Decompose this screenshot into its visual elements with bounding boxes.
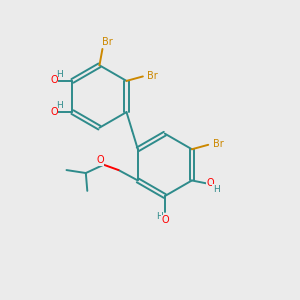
Text: H: H	[213, 185, 220, 194]
Text: H: H	[156, 212, 163, 221]
Text: O: O	[206, 178, 214, 188]
Text: O: O	[96, 155, 104, 165]
Text: O: O	[161, 215, 169, 225]
Text: Br: Br	[147, 70, 158, 80]
Text: Br: Br	[102, 37, 113, 47]
Text: H: H	[56, 101, 62, 110]
Text: Br: Br	[213, 139, 224, 149]
Text: O: O	[50, 106, 58, 116]
Text: O: O	[50, 75, 58, 85]
Text: H: H	[56, 70, 62, 79]
